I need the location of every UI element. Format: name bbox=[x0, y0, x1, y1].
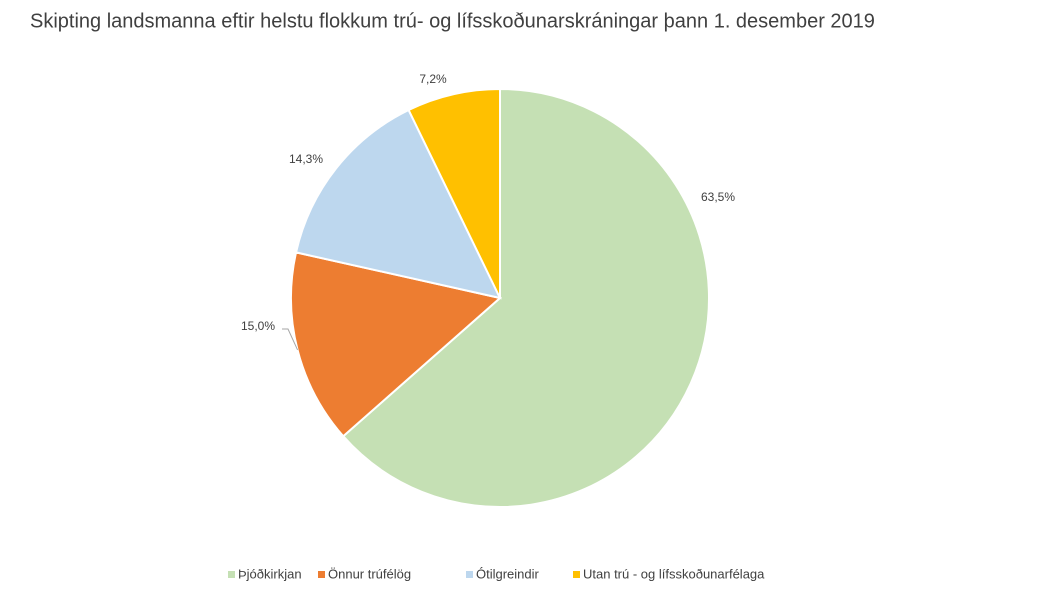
legend-marker bbox=[466, 571, 473, 578]
slice bbox=[407, 87, 501, 299]
legend-marker bbox=[228, 571, 235, 578]
data-label: 63,5% bbox=[701, 190, 735, 204]
data-label: 14,3% bbox=[289, 152, 323, 166]
pie: 63,5% 15,0% 14,3% 7,2% bbox=[241, 72, 735, 508]
legend-marker bbox=[573, 571, 580, 578]
slice bbox=[294, 108, 502, 300]
legend-label: Önnur trúfélög bbox=[328, 566, 411, 581]
legend-marker bbox=[318, 571, 325, 578]
leader-line bbox=[282, 328, 299, 351]
legend: Þjóðkirkjan Önnur trúfélög Ótilgreindir Uta… bbox=[228, 566, 765, 581]
slice bbox=[341, 87, 710, 508]
data-label: 15,0% bbox=[241, 319, 275, 333]
slice bbox=[290, 251, 503, 438]
chart-title: Skipting landsmanna eftir helstu flokkum… bbox=[30, 10, 875, 32]
data-label: 7,2% bbox=[419, 72, 447, 86]
legend-label: Ótilgreindir bbox=[476, 566, 540, 581]
legend-label: Utan trú - og lífsskoðunarfélaga bbox=[583, 566, 765, 581]
legend-label: Þjóðkirkjan bbox=[238, 566, 302, 581]
